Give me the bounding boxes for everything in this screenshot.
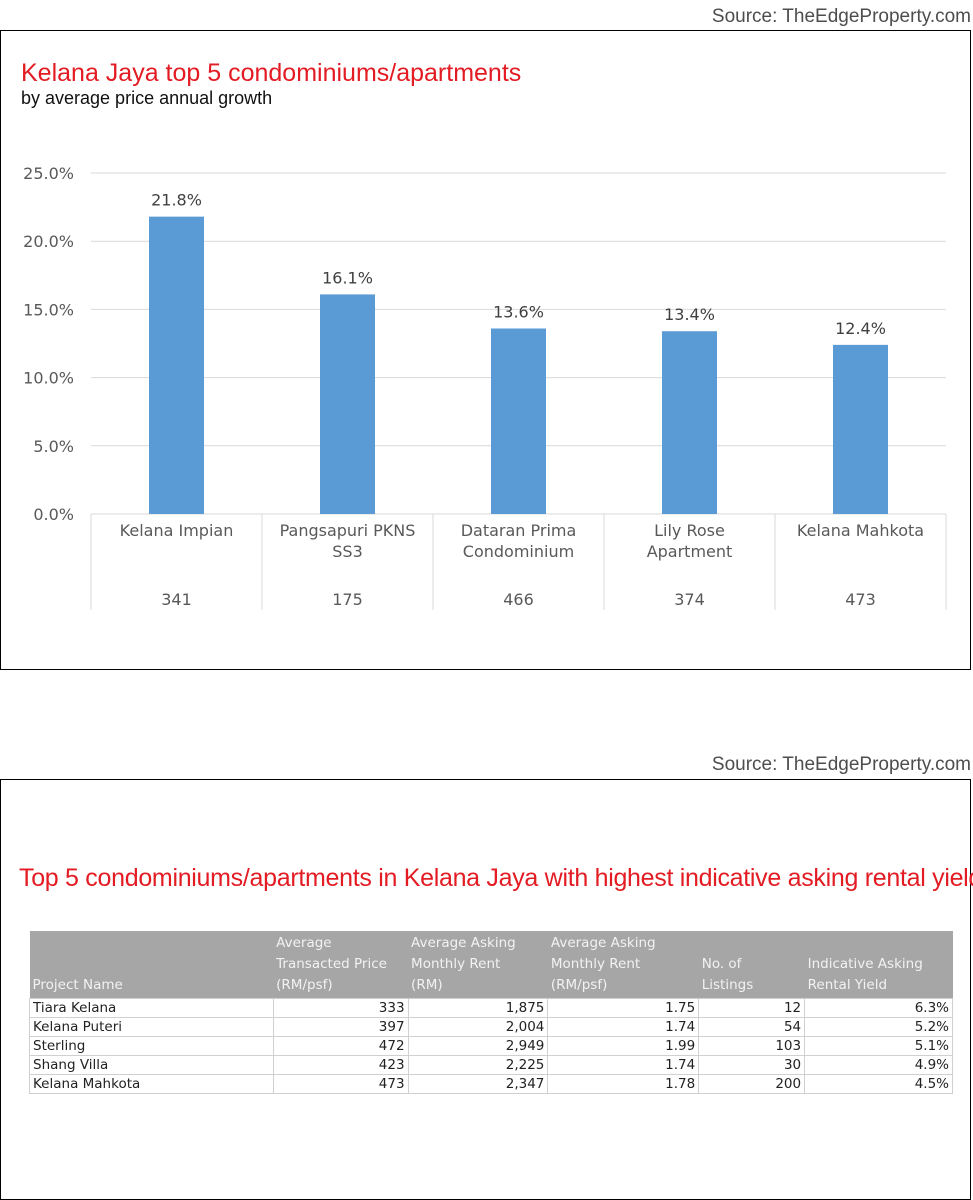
table-header-cell: Average Transacted Price (RM/psf): [273, 931, 409, 999]
category-label: Lily Rose: [654, 521, 725, 540]
chart-panel: Kelana Jaya top 5 condominiums/apartment…: [0, 30, 971, 670]
table-cell: 423: [272, 1055, 409, 1075]
category-secondary-label: 175: [332, 590, 363, 609]
category-label: Condominium: [463, 542, 574, 561]
table-cell: 103: [698, 1036, 806, 1056]
y-tick-label: 10.0%: [23, 369, 74, 388]
bar-value-label: 13.4%: [664, 305, 715, 324]
table-cell: 12: [698, 998, 806, 1018]
category-label: Pangsapuri PKNS: [280, 521, 416, 540]
table-cell: 473: [272, 1074, 409, 1094]
table-row: Shang Villa 423 2,225 1.74 30 4.9%: [29, 1055, 953, 1075]
category-secondary-label: 473: [845, 590, 876, 609]
table-row: Kelana Mahkota 473 2,347 1.78 200 4.5%: [29, 1074, 953, 1094]
table-row: Sterling 472 2,949 1.99 103 5.1%: [29, 1036, 953, 1056]
category-label: SS3: [332, 542, 363, 561]
table-header-cell: Average Asking Monthly Rent (RM): [408, 931, 548, 999]
category-label: Kelana Impian: [120, 521, 234, 540]
category-label: Dataran Prima: [461, 521, 577, 540]
bar: [662, 331, 717, 514]
table-cell: 1.74: [547, 1017, 700, 1037]
bar-value-label: 13.6%: [493, 302, 544, 321]
table-header-cell: Project Name: [29, 931, 274, 999]
category-secondary-label: 341: [161, 590, 192, 609]
table-cell: 5.1%: [804, 1036, 953, 1056]
table-cell: 397: [272, 1017, 409, 1037]
category-secondary-label: 466: [503, 590, 534, 609]
table-cell: 30: [698, 1055, 806, 1075]
table-body: Tiara Kelana 333 1,875 1.75 12 6.3% Kelana Put…: [29, 998, 953, 1094]
table-cell: Kelana Mahkota: [29, 1074, 274, 1094]
table-cell: 1.75: [547, 998, 700, 1018]
chart-subtitle: by average price annual growth: [21, 88, 273, 108]
y-tick-label: 5.0%: [33, 437, 74, 456]
table-cell: 1,875: [407, 998, 549, 1018]
bar: [491, 328, 546, 514]
table-cell: 333: [272, 998, 409, 1018]
table-header-cell: Indicative Asking Rental Yield: [804, 931, 953, 999]
table-cell: Shang Villa: [29, 1055, 274, 1075]
table-cell: 200: [698, 1074, 806, 1094]
bar-value-label: 21.8%: [151, 191, 202, 210]
y-tick-label: 20.0%: [23, 232, 74, 251]
bar-value-label: 12.4%: [835, 319, 886, 338]
table-cell: 54: [698, 1017, 806, 1037]
rental-yield-table: Project Name Average Transacted Price (RM/p…: [29, 931, 953, 1094]
table-cell: Kelana Puteri: [29, 1017, 274, 1037]
category-label: Kelana Mahkota: [797, 521, 924, 540]
bar: [320, 294, 375, 514]
chart-title: Kelana Jaya top 5 condominiums/apartment…: [21, 59, 522, 87]
source-label-bottom: Source: TheEdgeProperty.com: [711, 754, 971, 775]
table-cell: 2,347: [407, 1074, 549, 1094]
table-cell: 1.74: [547, 1055, 700, 1075]
table-cell: 2,949: [407, 1036, 549, 1056]
y-tick-label: 0.0%: [33, 505, 74, 524]
source-label-top: Source: TheEdgeProperty.com: [711, 6, 971, 27]
table-cell: 5.2%: [804, 1017, 953, 1037]
bar-value-label: 16.1%: [322, 268, 373, 287]
table-cell: Tiara Kelana: [29, 998, 274, 1018]
y-tick-label: 15.0%: [23, 300, 74, 319]
table-header-row: Project Name Average Transacted Price (RM/p…: [29, 931, 953, 999]
category-secondary-label: 374: [674, 590, 705, 609]
table-cell: 6.3%: [804, 998, 953, 1018]
table-header-cell: No. of Listings: [698, 931, 805, 999]
bar: [833, 344, 888, 514]
table-title: Top 5 condominiums/apartments in Kelana …: [19, 864, 973, 892]
table-cell: 1.78: [547, 1074, 700, 1094]
category-label: Apartment: [647, 542, 733, 561]
table-cell: 4.5%: [804, 1074, 953, 1094]
bar-chart: 0.0% 5.0% 10.0% 15.0% 20.0% 25.0% 21.8% Kelana …: [23, 164, 947, 610]
table-row: Tiara Kelana 333 1,875 1.75 12 6.3%: [29, 998, 953, 1018]
y-tick-label: 25.0%: [23, 164, 74, 183]
table-cell: 1.99: [547, 1036, 700, 1056]
table-cell: 2,225: [407, 1055, 549, 1075]
table-panel: Top 5 condominiums/apartments in Kelana …: [0, 779, 973, 1200]
table-cell: 4.9%: [804, 1055, 953, 1075]
table-header-cell: Average Asking Monthly Rent (RM/psf): [547, 931, 699, 999]
table-cell: 472: [272, 1036, 409, 1056]
table-row: Kelana Puteri 397 2,004 1.74 54 5.2%: [29, 1017, 953, 1037]
bar: [149, 216, 204, 514]
table-cell: 2,004: [407, 1017, 549, 1037]
table-cell: Sterling: [29, 1036, 274, 1056]
